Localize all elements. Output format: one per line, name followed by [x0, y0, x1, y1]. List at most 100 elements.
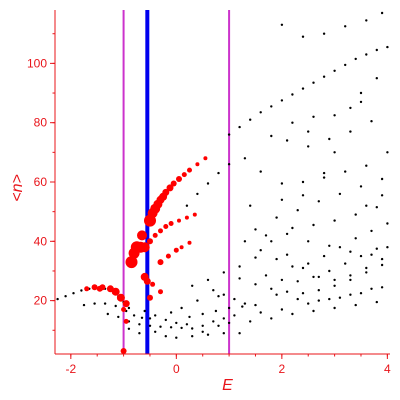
black-bands-point-113	[238, 277, 241, 280]
black-bands-point-62	[344, 63, 347, 67]
y-tick-label-2: 60	[34, 175, 48, 189]
black-bands-point-104	[317, 200, 320, 203]
y-tick-label-4: 100	[27, 56, 47, 70]
black-bands-point-146	[254, 256, 257, 259]
black-bands-point-90	[349, 130, 352, 133]
black-bands-point-174	[317, 299, 320, 302]
black-bands-point-185	[386, 246, 389, 249]
black-bands-point-35	[164, 335, 167, 338]
black-bands-point-56	[280, 99, 284, 102]
red-highlight-point-48	[123, 318, 129, 324]
black-bands-point-108	[291, 226, 294, 230]
red-highlight-point-46	[120, 348, 127, 354]
black-bands-point-158	[259, 311, 262, 314]
black-bands-point-140	[333, 114, 336, 117]
black-bands-point-181	[307, 240, 310, 243]
black-bands-point-153	[312, 309, 315, 313]
black-bands-point-151	[270, 317, 273, 320]
black-bands-point-155	[354, 303, 357, 307]
black-bands-point-132	[322, 171, 326, 175]
black-bands-point-163	[370, 287, 373, 290]
black-bands-point-44	[227, 306, 231, 310]
black-bands-point-49	[233, 297, 236, 301]
red-highlight-point-13	[203, 156, 208, 161]
black-bands-point-109	[312, 223, 315, 227]
red-highlight-point-47	[121, 307, 127, 312]
black-bands-point-190	[127, 327, 131, 330]
black-bands-point-95	[301, 266, 305, 270]
black-bands-point-54	[259, 111, 262, 114]
red-highlight-point-41	[111, 287, 120, 296]
red-highlight-point-22	[163, 224, 169, 229]
black-bands-point-103	[296, 209, 299, 212]
black-bands-point-166	[296, 280, 299, 283]
y-tick-label-1: 40	[34, 234, 48, 248]
black-bands-point-60	[322, 75, 326, 78]
black-bands-point-172	[275, 293, 278, 296]
scatter-series	[56, 11, 389, 354]
black-bands-point-116	[285, 290, 289, 293]
black-bands-point-184	[370, 253, 373, 256]
black-bands-point-65	[375, 48, 378, 52]
black-bands-point-17	[140, 316, 144, 319]
black-bands-point-180	[285, 232, 289, 236]
black-bands-point-147	[196, 299, 199, 302]
red-highlight-point-34	[187, 240, 192, 245]
black-bands-point-125	[291, 265, 294, 268]
black-bands-point-75	[344, 25, 347, 28]
black-bands-point-165	[280, 278, 284, 282]
black-bands-point-111	[354, 213, 357, 216]
black-bands-point-97	[333, 278, 336, 282]
black-bands-point-79	[259, 170, 262, 173]
black-bands-point-33	[201, 324, 204, 327]
black-bands-point-27	[191, 327, 194, 330]
black-bands-point-175	[338, 296, 342, 299]
black-bands-point-138	[291, 121, 294, 124]
black-bands-point-128	[338, 246, 342, 249]
black-bands-point-194	[212, 320, 215, 323]
black-bands-point-11	[82, 303, 86, 307]
black-bands-point-99	[365, 266, 368, 270]
black-bands-point-119	[333, 284, 336, 287]
x-tick-label-0: -2	[65, 362, 76, 376]
red-highlight-point-19	[147, 238, 153, 245]
red-highlight-point-25	[184, 215, 189, 220]
black-bands-point-131	[386, 222, 389, 225]
black-bands-point-161	[328, 297, 331, 301]
black-bands-point-121	[365, 271, 368, 274]
black-bands-point-3	[80, 289, 83, 292]
black-bands-point-78	[243, 157, 247, 160]
red-highlight-point-10	[181, 172, 187, 178]
black-bands-point-24	[159, 325, 162, 328]
red-highlight-point-26	[192, 212, 197, 217]
red-highlight-point-27	[137, 230, 147, 241]
red-highlight-point-35	[147, 294, 153, 301]
black-bands-point-168	[328, 269, 331, 273]
black-bands-point-89	[328, 137, 331, 141]
black-bands-point-187	[301, 194, 305, 197]
red-highlight-point-37	[150, 281, 156, 287]
black-bands-point-66	[386, 45, 389, 49]
black-bands-point-83	[344, 170, 347, 173]
y-tick-label-3: 80	[34, 116, 48, 130]
black-bands-point-92	[254, 228, 257, 231]
black-bands-point-51	[227, 133, 231, 136]
black-bands-point-195	[222, 317, 225, 320]
red-highlight-series	[84, 156, 208, 354]
black-bands-point-105	[338, 192, 342, 196]
red-highlight-point-7	[166, 184, 174, 192]
black-bands-point-112	[375, 206, 378, 209]
black-bands-point-167	[312, 275, 315, 279]
black-bands-point-100	[380, 257, 384, 261]
black-bands-point-137	[312, 115, 315, 119]
black-bands-point-28	[143, 309, 146, 313]
black-bands-point-58	[301, 87, 305, 90]
black-bands-point-69	[206, 182, 210, 185]
black-bands-point-10	[127, 306, 131, 310]
black-bands-point-126	[307, 262, 310, 265]
black-bands-point-136	[375, 77, 378, 80]
black-bands-point-157	[233, 314, 236, 317]
black-bands-point-64	[365, 53, 368, 56]
black-bands-point-156	[375, 300, 378, 304]
black-bands-point-91	[370, 120, 373, 123]
